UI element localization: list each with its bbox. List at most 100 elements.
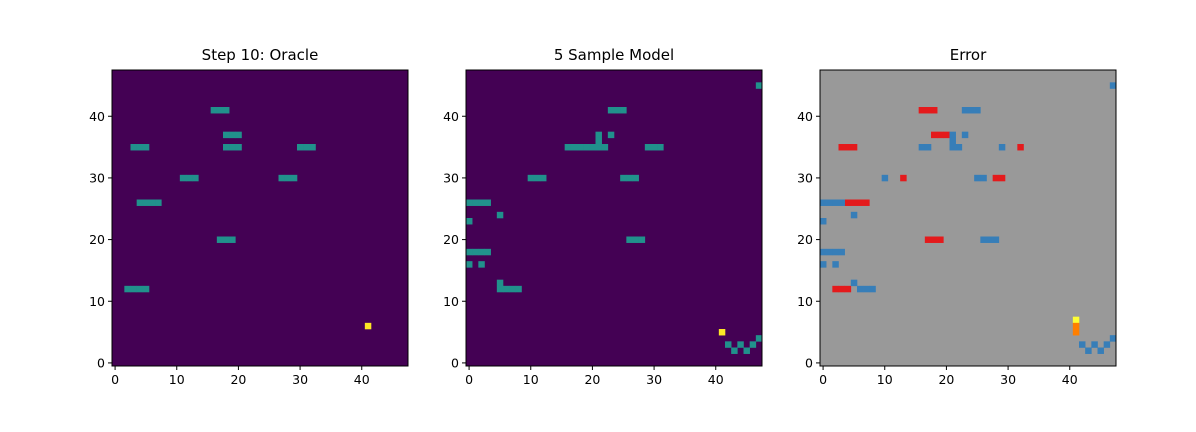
heatmap-cell	[290, 174, 298, 182]
heatmap-cell	[509, 285, 516, 293]
heatmap-cell	[466, 218, 473, 225]
y-tick-label: 10	[797, 294, 813, 309]
missing-cell	[943, 131, 950, 139]
extra-cell	[992, 236, 1000, 243]
missing-cell	[918, 107, 926, 114]
extra-cell	[1091, 341, 1098, 348]
heatmap-cell	[297, 144, 304, 151]
y-tick-label: 0	[805, 355, 813, 370]
extra-cell	[1085, 347, 1092, 354]
extra-cell	[961, 107, 969, 114]
y-tick-label: 40	[797, 109, 813, 124]
heatmap-cell	[235, 131, 242, 139]
missing-cell	[850, 144, 858, 151]
axes-frame	[819, 69, 1117, 367]
heatmap-cell	[540, 174, 547, 182]
missing-cell	[844, 199, 852, 206]
heatmap-cell	[284, 174, 292, 182]
y-tick-label: 20	[89, 232, 105, 247]
extra-cell	[881, 174, 889, 182]
heatmap-cell	[142, 199, 150, 206]
heatmap-cell	[657, 144, 664, 151]
missing-cell	[931, 107, 938, 114]
heatmap-cell	[595, 131, 602, 139]
extra-cell	[820, 261, 827, 268]
extra-cell	[820, 218, 827, 225]
heatmap-cell	[620, 107, 627, 114]
heatmap-cell	[223, 236, 230, 243]
axes-frame	[465, 69, 763, 367]
extra-cell	[918, 144, 926, 151]
heatmap-cell	[229, 144, 236, 151]
heatmap-background	[466, 70, 762, 366]
goal-cell	[718, 329, 726, 336]
heatmap-cell	[466, 261, 473, 268]
heatmap-cell	[644, 144, 652, 151]
heatmap-cell	[737, 341, 744, 348]
heatmap-cell	[755, 335, 763, 342]
heatmap-cell	[515, 285, 522, 293]
extra-cell	[961, 131, 969, 139]
y-tick-label: 30	[797, 170, 813, 185]
missing-cell	[992, 174, 1000, 182]
extra-cell	[949, 131, 956, 139]
extra-cell	[986, 236, 993, 243]
goal-model-cell	[1072, 322, 1080, 330]
heatmap-cell	[651, 144, 658, 151]
extra-cell	[838, 248, 845, 256]
heatmap-cell	[725, 341, 732, 348]
x-tick-label: 0	[465, 372, 473, 387]
panel-title: 5 Sample Model	[554, 46, 674, 64]
extra-cell	[850, 279, 858, 287]
y-tick-label: 0	[97, 355, 105, 370]
y-tick-label: 20	[797, 232, 813, 247]
extra-cell	[1103, 341, 1111, 348]
heatmap-cell	[472, 199, 479, 206]
extra-cell	[980, 236, 987, 243]
missing-cell	[844, 285, 852, 293]
extra-cell	[832, 261, 839, 268]
heatmap-cell	[527, 174, 535, 182]
heatmap-cell	[743, 347, 750, 354]
missing-cell	[937, 131, 944, 139]
heatmap-cell	[478, 261, 485, 268]
heatmap-cell	[626, 174, 633, 182]
extra-cell	[1109, 335, 1117, 342]
heatmap-cell	[496, 211, 504, 219]
x-tick-label: 10	[523, 372, 539, 387]
error-panel: 0 10 20 30 40 0 10 20 30 40 Error	[797, 46, 1117, 387]
y-tick-label: 0	[451, 355, 459, 370]
panel-title: Error	[950, 46, 987, 64]
goal-model-cell	[1072, 329, 1080, 336]
heatmap-cell	[472, 248, 479, 256]
missing-cell	[924, 236, 932, 243]
heatmap-cell	[235, 144, 242, 151]
extra-cell	[974, 107, 981, 114]
extra-cell	[826, 248, 833, 256]
heatmap-cell	[466, 199, 473, 206]
heatmap-cell	[577, 144, 584, 151]
heatmap-cell	[223, 131, 230, 139]
heatmap-cell	[638, 236, 646, 243]
missing-cell	[937, 236, 944, 243]
heatmap-cell	[136, 199, 144, 206]
heatmap-cell	[533, 174, 541, 182]
heatmap-cell	[130, 144, 137, 151]
model-panel: 0 10 20 30 40 0 10 20 30 40 5 Sample Model	[443, 46, 763, 387]
heatmap-cell	[309, 144, 316, 151]
heatmap-cell	[124, 285, 131, 293]
heatmap-cell	[570, 144, 578, 151]
y-tick-label: 30	[443, 170, 459, 185]
y-tick-label: 40	[89, 109, 105, 124]
extra-cell	[968, 107, 975, 114]
missing-cell	[924, 107, 932, 114]
heatmap-cell	[155, 199, 162, 206]
heatmap-background	[820, 70, 1116, 366]
x-tick-label: 10	[169, 372, 185, 387]
missing-cell	[844, 144, 852, 151]
heatmap-cell	[607, 131, 615, 139]
missing-cell	[857, 199, 864, 206]
heatmap-cell	[192, 174, 199, 182]
y-tick-label: 30	[89, 170, 105, 185]
